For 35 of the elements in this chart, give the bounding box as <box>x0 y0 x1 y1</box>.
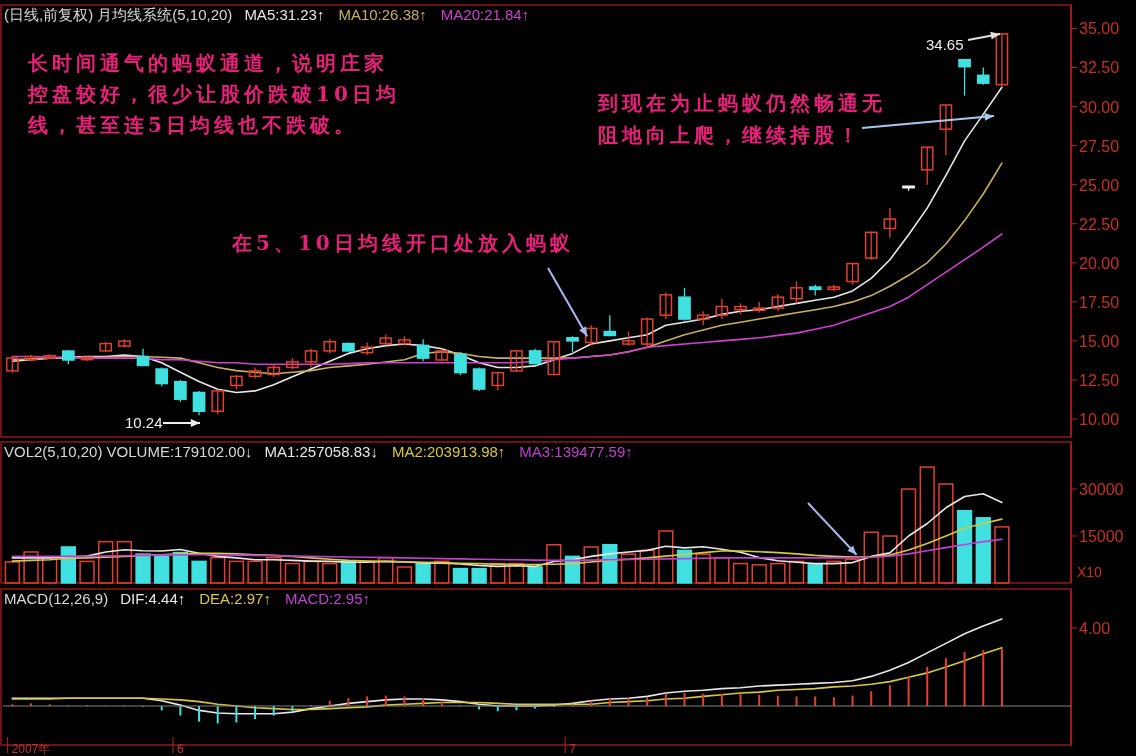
annotation: 34.65 <box>926 36 964 53</box>
text: MA3:139477.59↑ <box>519 443 633 460</box>
y-tick-label: 17.50 <box>1079 293 1120 311</box>
annotation: 到现在为止蚂蚁仍然畅通无阻地向上爬，继续持股！ <box>597 91 886 147</box>
y-tick-label: 27.50 <box>1079 137 1120 155</box>
chart-title: MACD(12,26,9) <box>4 590 109 607</box>
y-tick-label: 15.00 <box>1079 332 1120 350</box>
x-tick-label: 6 <box>177 742 185 756</box>
y-tick-label: 32.50 <box>1079 59 1120 77</box>
text: DIF:4.44↑ <box>120 590 186 607</box>
text: MA2:203913.98↑ <box>391 443 506 460</box>
y-tick-label: 30.00 <box>1079 98 1120 116</box>
x-tick-label: 2007年 <box>11 742 51 756</box>
chart-title: VOL2(5,10,20) VOLUME:179102.00↓ <box>4 443 253 460</box>
text: X10 <box>1077 564 1103 580</box>
y-tick-label: 22.50 <box>1079 215 1120 233</box>
text: DEA:2.97↑ <box>199 590 271 607</box>
y-tick-label: 35.00 <box>1079 20 1120 38</box>
y-tick-label: 15000 <box>1079 528 1124 545</box>
annotation: 10.24 <box>125 414 163 431</box>
annotation: 长时间通气的蚂蚁通道，说明庄家控盘较好，很少让股价跌破10日均线，甚至连5日均线也不跌破。 <box>27 51 400 137</box>
chart-title: (日线,前复权) 月均线系统(5,10,20) <box>4 6 233 23</box>
y-tick-label: 12.50 <box>1079 371 1120 389</box>
y-tick-label: 10.00 <box>1079 411 1120 429</box>
y-tick-label: 25.00 <box>1079 176 1120 194</box>
x-tick-label: 7 <box>569 742 577 756</box>
text: MA10:26.38↑ <box>338 6 427 23</box>
text: 4.00 <box>1079 620 1111 637</box>
text: MACD:2.95↑ <box>284 590 370 607</box>
text: MA5:31.23↑ <box>244 6 325 23</box>
annotation: 在5、10日均线开口处放入蚂蚁 <box>231 231 574 255</box>
text: MA1:257058.83↓ <box>264 443 378 460</box>
text: MA20:21.84↑ <box>440 6 530 23</box>
y-tick-label: 30000 <box>1079 481 1124 498</box>
y-tick-label: 20.00 <box>1079 254 1120 272</box>
